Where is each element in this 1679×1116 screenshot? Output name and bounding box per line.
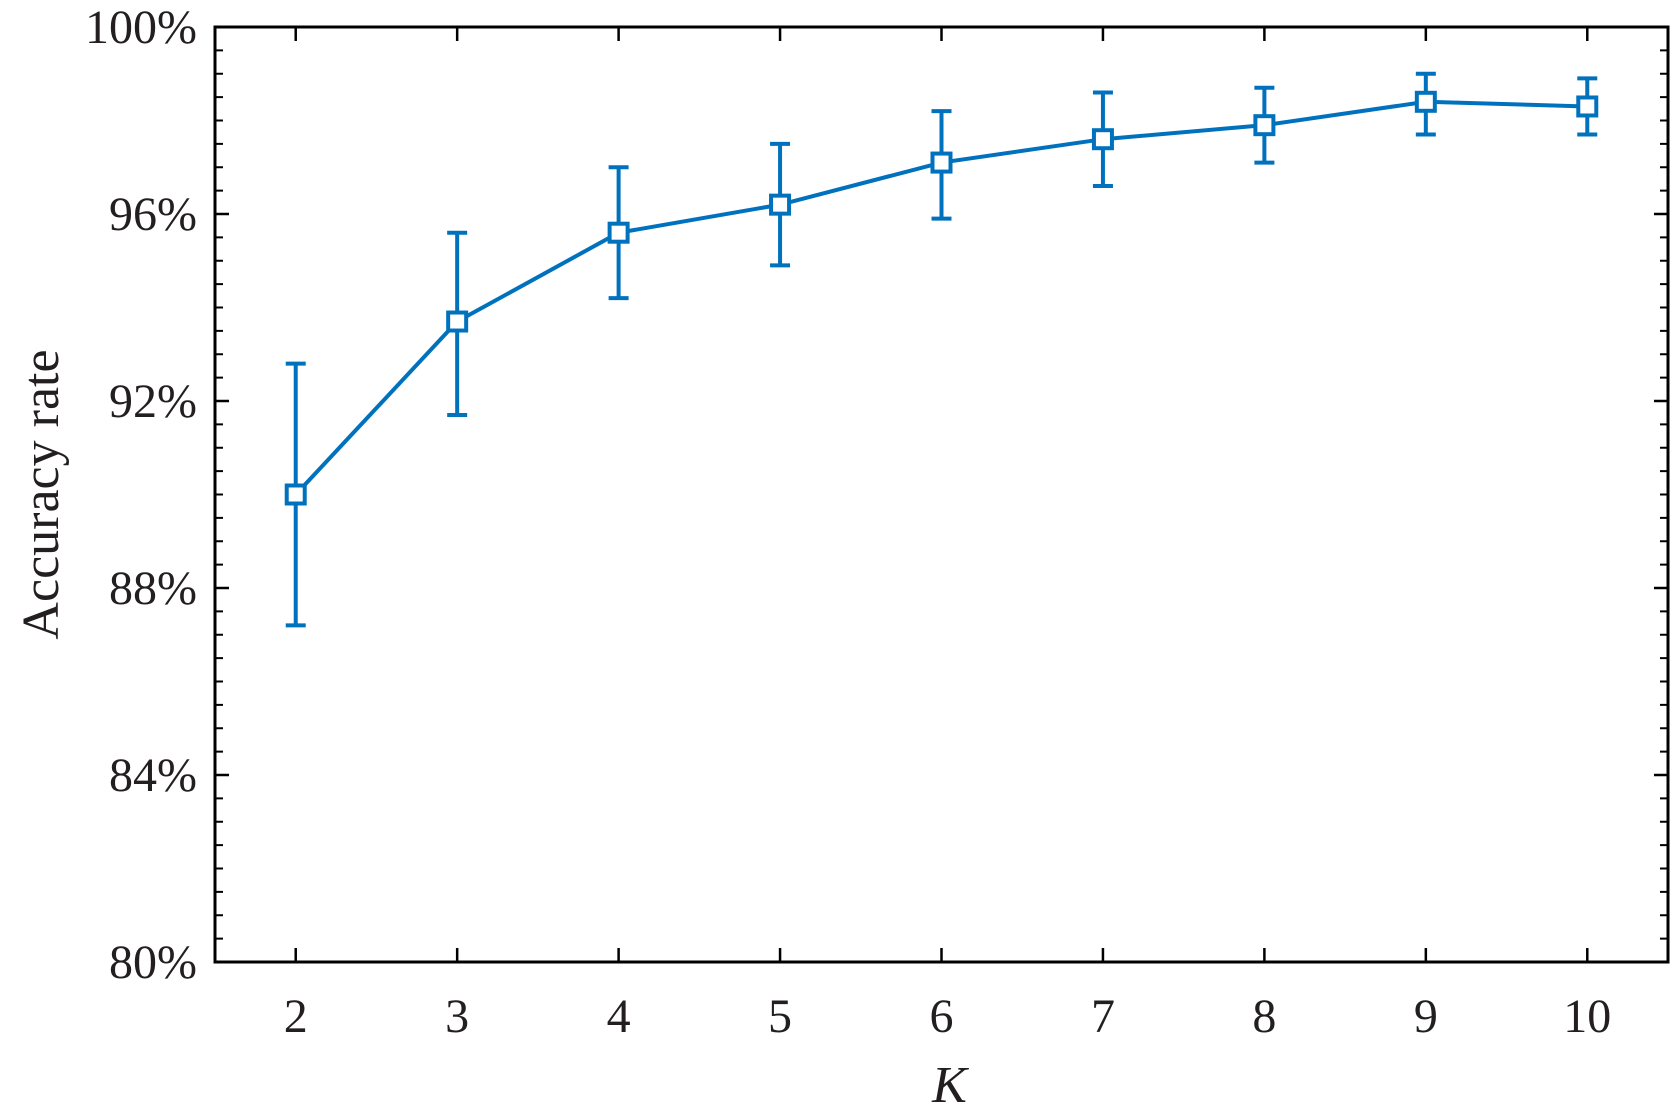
y-tick-label: 84% — [109, 749, 197, 802]
data-point-marker — [1091, 128, 1114, 151]
data-point-marker — [1253, 114, 1276, 137]
data-point-marker — [446, 310, 469, 333]
series-layer — [284, 71, 1599, 628]
y-tick-label: 100% — [85, 1, 197, 54]
y-tick-label: 80% — [109, 936, 197, 989]
x-tick-label: 10 — [1563, 990, 1611, 1043]
y-tick-label: 96% — [109, 188, 197, 241]
x-axis: 2 3 4 5 6 7 8 9 10 — [284, 27, 1611, 1043]
x-tick-label: 9 — [1414, 990, 1438, 1043]
data-point-marker — [284, 483, 307, 506]
y-tick-label: 92% — [109, 375, 197, 428]
x-tick-label: 8 — [1252, 990, 1276, 1043]
y-axis-title: Accuracy rate — [13, 349, 70, 639]
x-tick-label: 4 — [607, 990, 631, 1043]
x-tick-label: 5 — [768, 990, 792, 1043]
y-axis: 80% 84% 88% 92% 96% 100% — [85, 1, 1668, 989]
x-axis-title: K — [931, 1057, 969, 1114]
data-point-marker — [930, 151, 953, 174]
data-point-marker — [607, 221, 630, 244]
y-tick-label: 88% — [109, 562, 197, 615]
data-point-marker — [769, 193, 792, 216]
data-point-marker — [1414, 90, 1437, 113]
x-tick-label: 6 — [930, 990, 954, 1043]
x-tick-label: 2 — [284, 990, 308, 1043]
data-point-marker — [1576, 95, 1599, 118]
x-tick-label: 3 — [445, 990, 469, 1043]
x-tick-label: 7 — [1091, 990, 1115, 1043]
